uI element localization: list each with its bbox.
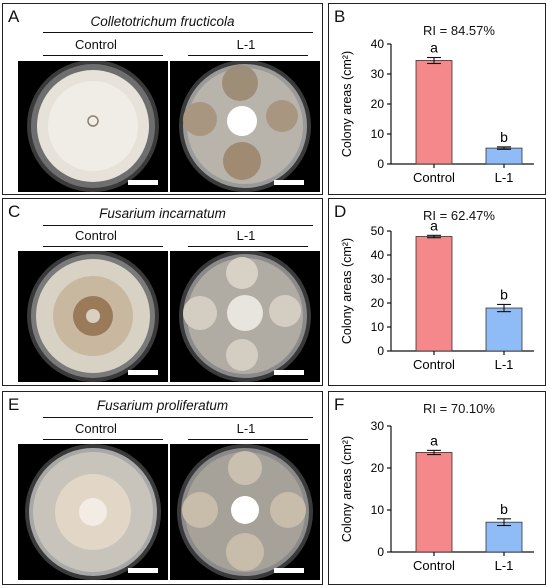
species-title: Fusarium proliferatum [96, 398, 229, 413]
y-tick-label: 20 [371, 97, 385, 111]
photo-panel-a: A Colletotrichum fructicola Control L-1 [2, 3, 323, 195]
photo-panel-c: C Fusarium incarnatum Control L-1 [2, 198, 323, 386]
y-tick-label: 40 [371, 248, 385, 262]
bar [485, 147, 523, 165]
treatment-underline [188, 439, 308, 441]
y-tick-label: 10 [371, 320, 385, 334]
control-plate-photo [18, 251, 168, 382]
scale-bar [274, 568, 304, 573]
treatment-label: L-1 [236, 228, 256, 243]
control-plate-photo [18, 444, 168, 580]
scale-bar [128, 180, 158, 185]
control-label: Control [75, 228, 117, 243]
y-tick-label: 0 [377, 344, 384, 358]
bar-chart: 0 10 20 30 40 50 Colony areas (cm²) a Control b L-… [340, 221, 534, 372]
y-tick-label: 30 [371, 67, 385, 81]
x-tick-label: L-1 [495, 170, 514, 185]
scale-bar [128, 370, 158, 375]
y-tick-label: 10 [371, 127, 385, 141]
species-underline [43, 32, 313, 34]
species-underline [43, 417, 313, 419]
y-tick-label: 50 [371, 224, 385, 238]
y-axis-label: Colony areas (cm²) [340, 51, 354, 157]
bar-chart: 0 10 20 30 40 Colony areas (cm²) a Control b L-1 [340, 37, 534, 185]
significance-letter: a [430, 40, 438, 56]
inhibition-rate-label: RI = 62.47% [423, 208, 495, 223]
control-underline [43, 246, 163, 248]
x-tick-label: L-1 [495, 558, 514, 573]
control-underline [43, 439, 163, 441]
bar [485, 521, 523, 553]
control-label: Control [75, 421, 117, 436]
y-tick-label: 10 [371, 503, 385, 517]
y-tick-label: 0 [377, 157, 384, 171]
y-tick-label: 0 [377, 545, 384, 559]
scale-bar [274, 370, 304, 375]
inhibition-rate-label: RI = 70.10% [423, 401, 495, 416]
chart-panel-d: D RI = 62.47% 0 10 20 30 40 50 Colony areas (c… [328, 198, 546, 386]
control-underline [43, 55, 163, 57]
panel-label: A [8, 7, 20, 26]
control-label: Control [75, 37, 117, 52]
photo-panel-e: E Fusarium proliferatum Control L-1 [2, 391, 323, 585]
y-tick-label: 20 [371, 296, 385, 310]
significance-letter: a [430, 432, 438, 448]
significance-letter: b [500, 501, 508, 517]
y-tick-label: 30 [371, 419, 385, 433]
scale-bar [128, 568, 158, 573]
y-axis-label: Colony areas (cm²) [340, 238, 354, 344]
treatment-plate-photo [170, 251, 320, 382]
significance-letter: b [500, 129, 508, 145]
species-underline [43, 225, 313, 227]
bar [415, 452, 453, 553]
y-tick-label: 20 [371, 461, 385, 475]
y-axis-label: Colony areas (cm²) [340, 436, 354, 542]
treatment-label: L-1 [236, 37, 256, 52]
x-tick-label: Control [413, 357, 455, 372]
panel-label: E [8, 395, 20, 414]
inhibition-rate-label: RI = 84.57% [423, 23, 495, 38]
x-tick-label: Control [413, 558, 455, 573]
scale-bar [274, 180, 304, 185]
y-tick-label: 40 [371, 37, 385, 51]
species-title: Fusarium incarnatum [99, 206, 226, 221]
bar [485, 307, 523, 352]
treatment-label: L-1 [236, 421, 256, 436]
control-plate-photo [18, 61, 168, 192]
bar [415, 60, 453, 165]
y-tick-label: 30 [371, 272, 385, 286]
significance-letter: a [430, 221, 438, 233]
panel-label: C [8, 202, 21, 221]
species-title: Colletotrichum fructicola [90, 14, 235, 29]
bar-chart: 0 10 20 30 Colony areas (cm²) a Control b L-1 [340, 419, 534, 573]
chart-panel-f: F RI = 70.10% 0 10 20 30 Colony areas (cm²) a… [328, 391, 546, 585]
bar [415, 236, 453, 352]
x-tick-label: L-1 [495, 357, 514, 372]
chart-panel-b: B RI = 84.57% 0 10 20 30 40 Colony areas (cm²… [328, 3, 546, 195]
x-tick-label: Control [413, 170, 455, 185]
treatment-underline [188, 55, 308, 57]
panel-label: F [334, 395, 345, 414]
treatment-underline [188, 246, 308, 248]
treatment-plate-photo [170, 444, 320, 580]
panel-label: B [334, 7, 346, 26]
panel-label: D [334, 202, 347, 221]
treatment-plate-photo [170, 61, 320, 192]
significance-letter: b [500, 286, 508, 302]
